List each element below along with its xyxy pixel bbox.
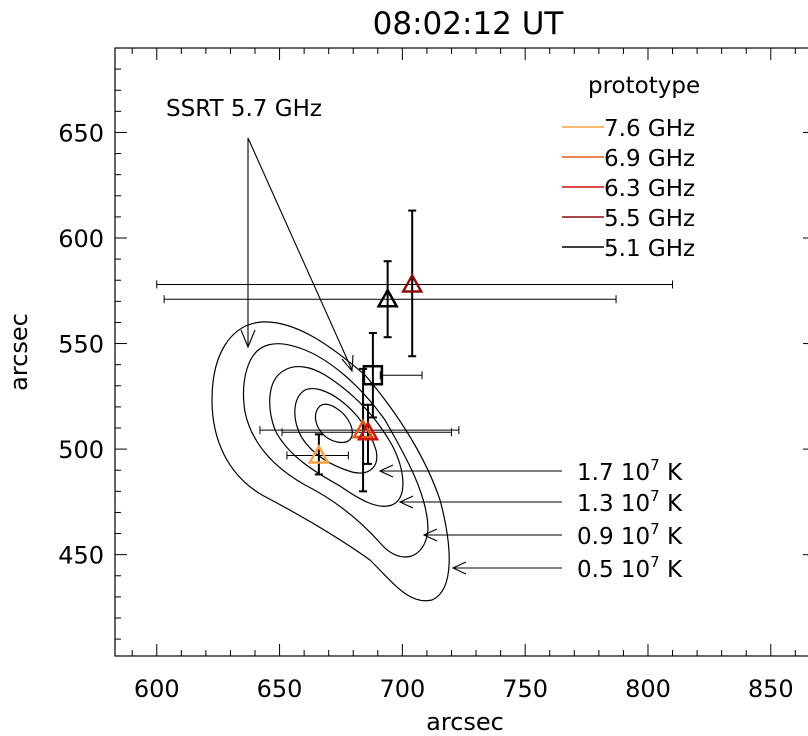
contour-label-value: 1.7 10: [577, 460, 650, 486]
contour-label-arrowhead: [451, 561, 467, 575]
x-tick-label: 750: [502, 675, 548, 703]
ssrt-label: SSRT 5.7 GHz: [166, 96, 322, 122]
y-tick-label: 650: [58, 119, 104, 147]
contour-label-value: 0.9 10: [577, 524, 650, 550]
contour-label-value: 1.3 10: [577, 491, 650, 517]
y-tick-label: 450: [58, 542, 104, 570]
contour-label-arrowhead: [378, 464, 394, 478]
contour-label-unit: K: [660, 557, 683, 583]
contours: [211, 321, 450, 602]
triangle-marker: [376, 287, 399, 308]
legend: prototype 7.6 GHz 6.9 GHz 6.3 GHz 5.5 GHz 5.…: [562, 73, 700, 262]
contour-inner: [314, 403, 353, 444]
contour-label: 0.9 107 K: [577, 520, 683, 550]
y-tick-label: 550: [58, 331, 104, 359]
contour-label-exponent: 7: [650, 487, 660, 505]
markers: [307, 272, 424, 464]
y-axis-label: arcsec: [5, 313, 33, 391]
legend-title: prototype: [588, 73, 700, 99]
legend-label: 6.3 GHz: [604, 176, 695, 202]
chart-title: 08:02:12 UT: [373, 6, 565, 42]
error-bars: [156, 209, 674, 493]
contour-labels: 1.7 107 K1.3 107 K0.9 107 K0.5 107 K: [378, 456, 683, 583]
x-tick-label: 650: [257, 675, 303, 703]
plot-frame: [114, 47, 808, 657]
ssrt-arrow-head-b: [341, 354, 354, 373]
contour-level-2: [242, 343, 429, 558]
contour-outer: [211, 321, 450, 602]
contour-label: 1.7 107 K: [577, 456, 683, 486]
contour-label-unit: K: [660, 524, 683, 550]
contour-label-unit: K: [660, 491, 683, 517]
legend-label: 6.9 GHz: [604, 146, 695, 172]
x-tick-label: 600: [134, 675, 180, 703]
contour-label: 1.3 107 K: [577, 487, 683, 517]
ssrt-arrow-line-b: [247, 137, 353, 371]
contour-level-4: [294, 388, 378, 474]
triangle-marker: [356, 420, 380, 441]
y-tick-label: 600: [58, 225, 104, 253]
x-tick-label: 700: [379, 675, 425, 703]
y-tick-label: 500: [58, 436, 104, 464]
triangle-marker: [401, 272, 424, 293]
contour-label-arrowhead: [398, 495, 414, 509]
ssrt-arrow-head-a: [240, 329, 256, 349]
contour-label-exponent: 7: [650, 520, 660, 538]
x-axis-label: arcsec: [426, 708, 504, 736]
contour-label-arrowhead: [422, 528, 438, 542]
x-tick-label: 850: [748, 675, 794, 703]
ssrt-square-marker: [362, 364, 384, 386]
axis-ticks: 600 650 700 750 800 850 450 500 550 600 650: [58, 47, 808, 703]
contour-label-exponent: 7: [650, 553, 660, 571]
legend-label: 5.1 GHz: [604, 236, 695, 262]
legend-label: 7.6 GHz: [604, 116, 695, 142]
legend-label: 5.5 GHz: [604, 206, 695, 232]
contour-label-exponent: 7: [650, 456, 660, 474]
contour-label: 0.5 107 K: [577, 553, 683, 583]
triangle-marker: [307, 443, 330, 464]
contour-level-3: [269, 365, 404, 507]
triangle-marker: [351, 418, 375, 439]
contour-label-value: 0.5 10: [577, 557, 650, 583]
annotations: SSRT 5.7 GHz: [166, 96, 354, 373]
x-tick-label: 800: [625, 675, 671, 703]
contour-label-unit: K: [660, 460, 683, 486]
